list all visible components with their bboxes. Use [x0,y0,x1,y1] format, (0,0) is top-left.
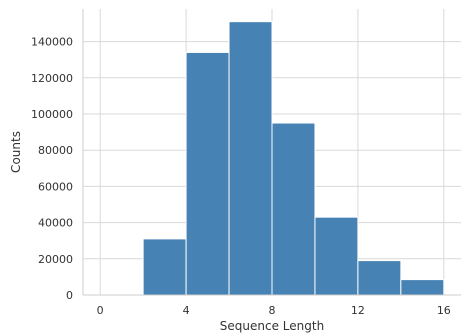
y-tick-label: 0 [66,289,73,302]
tick-layer: 0 20000 40000 60000 80000 100000 120000 140000 0… [31,36,451,317]
x-tick-label: 4 [183,304,190,317]
x-tick-label: 0 [97,304,104,317]
x-tick-label: 12 [351,304,365,317]
histogram-bar [314,216,359,296]
x-tick-label: 8 [269,304,276,317]
histogram-bar [228,21,273,296]
bar-layer [142,21,445,296]
y-tick-label: 60000 [38,180,73,193]
y-tick-label: 100000 [31,108,73,121]
histogram-bar [142,238,187,296]
x-axis-label: Sequence Length [220,319,324,333]
x-tick-label: 16 [437,304,451,317]
y-axis-label: Counts [9,131,23,173]
histogram-bar [400,279,445,296]
y-tick-label: 80000 [38,144,73,157]
histogram-bar [271,122,316,296]
histogram-bar [357,260,402,296]
frame-layer [82,9,461,296]
y-tick-label: 40000 [38,217,73,230]
y-tick-label: 140000 [31,36,73,49]
histogram-bar [185,51,230,296]
y-tick-label: 120000 [31,72,73,85]
y-tick-label: 20000 [38,253,73,266]
